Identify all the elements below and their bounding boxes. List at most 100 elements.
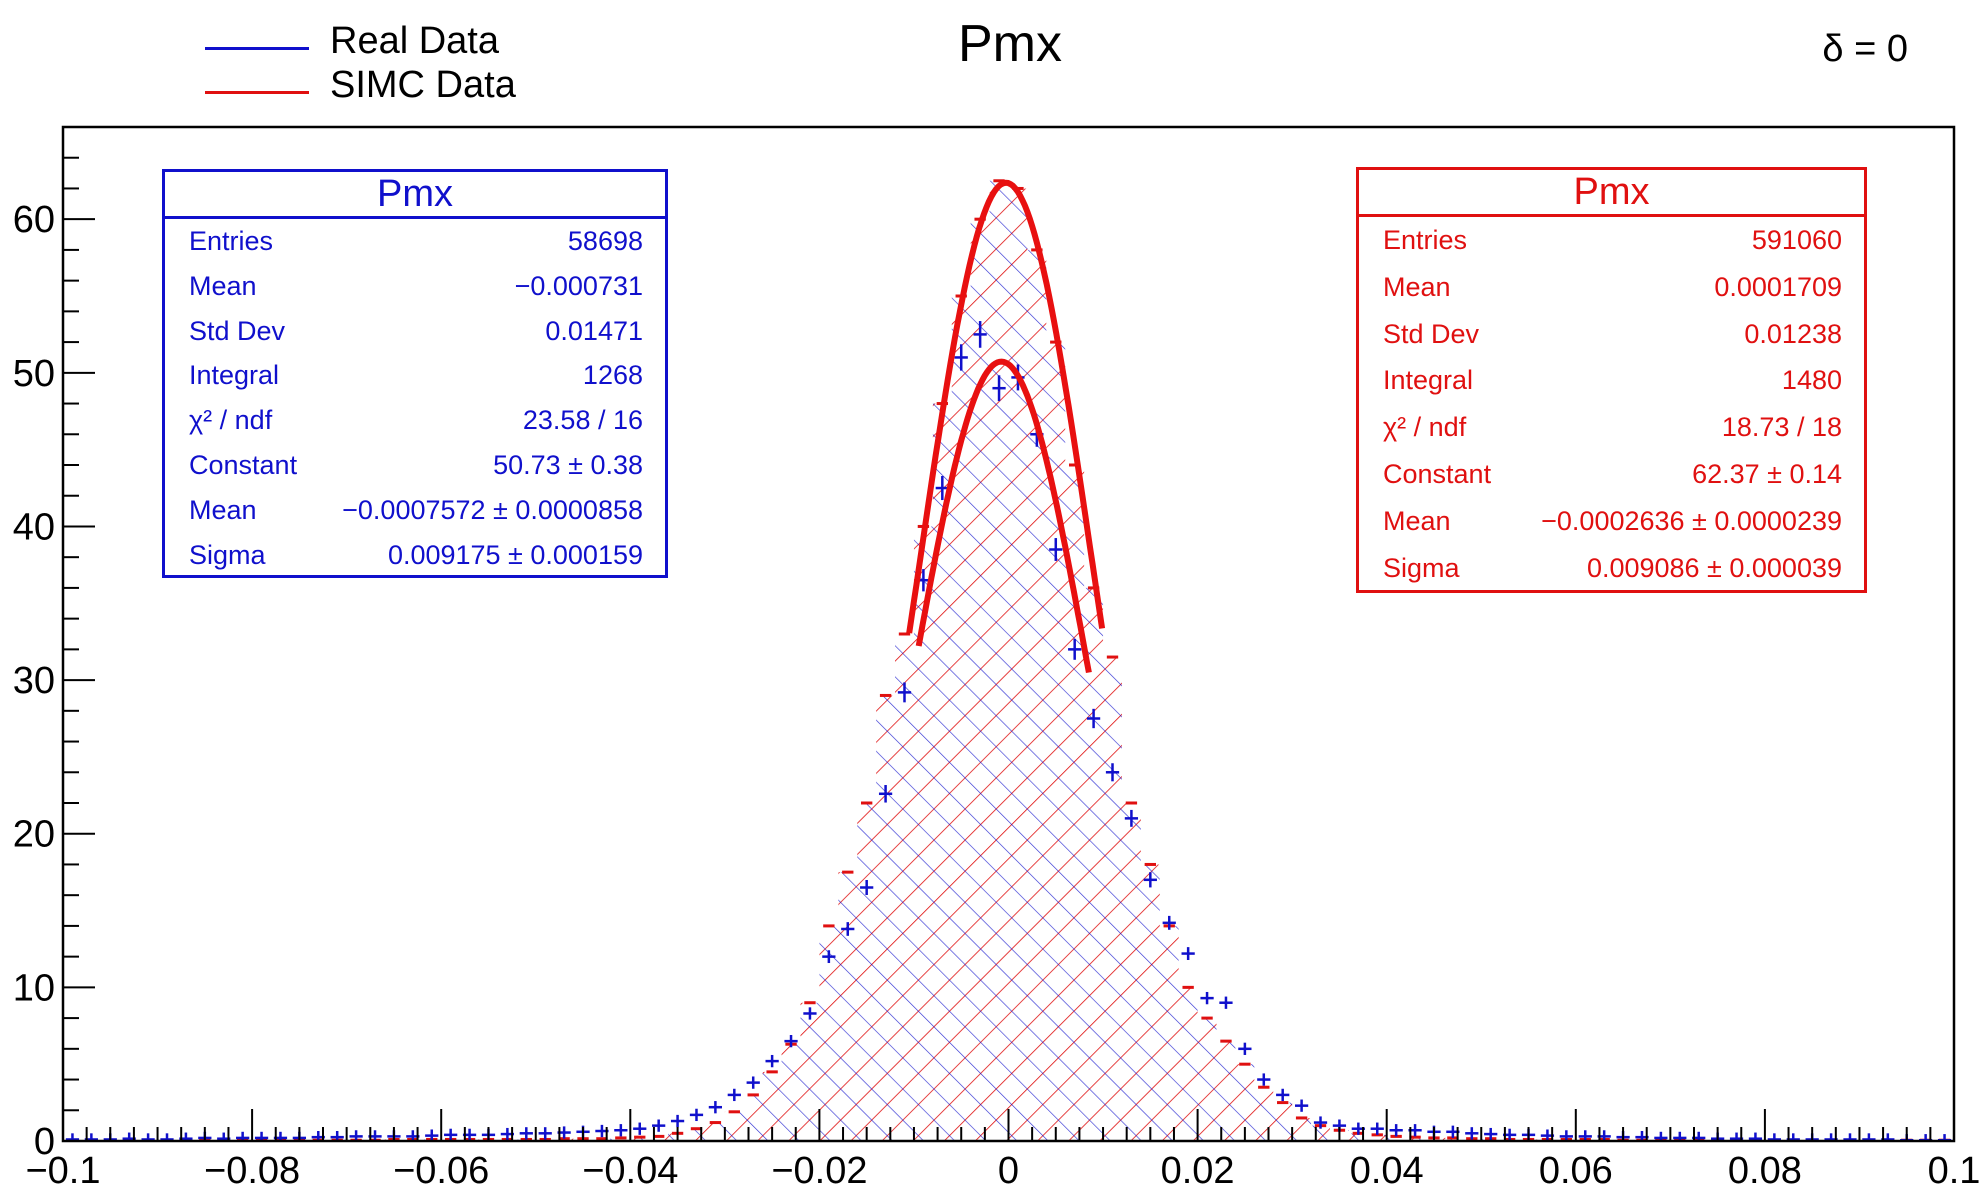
stats-row: Mean 0.0001709 — [1359, 264, 1864, 311]
real-point — [1313, 1116, 1328, 1129]
stats-value: 0.0001709 — [1714, 271, 1842, 302]
real-point — [670, 1114, 685, 1128]
stats-label: Mean — [189, 494, 257, 525]
real-point — [708, 1101, 723, 1114]
real-point — [1257, 1073, 1271, 1086]
real-point — [689, 1108, 704, 1122]
stats-row: Sigma 0.009175 ± 0.000159 — [165, 533, 665, 578]
stats-label: Mean — [1383, 505, 1451, 536]
x-tick-label: 0.1 — [1928, 1150, 1981, 1189]
simc-fit-curve — [906, 179, 1106, 634]
real-point — [141, 1133, 155, 1141]
x-tick-label: −0.06 — [393, 1150, 489, 1189]
real-point — [1767, 1133, 1781, 1141]
real-point — [897, 682, 912, 703]
stats-label: Sigma — [1383, 552, 1460, 583]
real-point — [1049, 538, 1063, 561]
real-point — [727, 1088, 741, 1102]
stats-value: 0.009086 ± 0.000039 — [1586, 552, 1842, 583]
stats-label: Integral — [1383, 365, 1474, 396]
real-point — [1862, 1133, 1876, 1141]
real-point — [1238, 1042, 1252, 1055]
y-tick-label: 60 — [13, 199, 55, 241]
real-point — [1181, 947, 1195, 961]
stats-label: Mean — [189, 270, 257, 301]
stats-box-simc: Pmx Entries 591060 Mean 0.0001709 Std Dev 0.0… — [1356, 167, 1867, 593]
x-tick-label: −0.1 — [25, 1150, 100, 1189]
real-point — [765, 1054, 779, 1068]
legend-label-real: Real Data — [330, 20, 499, 62]
stats-row: Sigma 0.009086 ± 0.000039 — [1359, 545, 1864, 592]
stats-row: Std Dev 0.01238 — [1359, 311, 1864, 358]
stats-value: −0.0007572 ± 0.0000858 — [342, 494, 643, 525]
real-point — [1219, 996, 1233, 1009]
real-point — [1673, 1131, 1687, 1141]
stats-label: χ² / ndf — [189, 405, 273, 436]
real-point — [633, 1122, 647, 1135]
real-point — [160, 1133, 174, 1141]
real-point — [330, 1131, 344, 1141]
stats-title-real: Pmx — [165, 172, 665, 219]
real-point — [1484, 1127, 1498, 1141]
x-tick-label: −0.02 — [771, 1150, 867, 1189]
stats-value: 0.01238 — [1744, 318, 1842, 349]
simc-cross-hatch — [63, 180, 1954, 1141]
y-tick-label: 20 — [13, 814, 55, 856]
real-point — [803, 1007, 817, 1020]
stats-value: −0.0002636 ± 0.0000239 — [1541, 505, 1842, 536]
real-point — [1276, 1088, 1290, 1102]
real-point — [1748, 1132, 1763, 1141]
stats-row: Entries 58698 — [165, 219, 665, 264]
stats-row: χ² / ndf 18.73 / 18 — [1359, 404, 1864, 451]
stats-row: Mean −0.0002636 ± 0.0000239 — [1359, 498, 1864, 545]
real-point — [784, 1034, 798, 1048]
stats-label: Std Dev — [1383, 318, 1480, 349]
stats-value: 1268 — [582, 360, 643, 391]
y-tick-label: 40 — [13, 506, 55, 548]
real-point — [1843, 1133, 1857, 1141]
x-tick-label: 0.08 — [1728, 1150, 1802, 1189]
real-point — [822, 950, 836, 964]
real-point — [652, 1119, 666, 1132]
real-fit-curve — [915, 358, 1092, 674]
stats-value: 1480 — [1781, 365, 1842, 396]
stats-label: Mean — [1383, 271, 1451, 302]
real-point — [841, 922, 855, 936]
x-tick-label: 0.04 — [1350, 1150, 1424, 1189]
real-point — [1068, 638, 1082, 660]
stats-label: Entries — [189, 226, 274, 256]
stats-value: 0.009175 ± 0.000159 — [387, 539, 643, 570]
real-point — [538, 1127, 552, 1140]
real-point — [65, 1133, 80, 1141]
stats-label: Entries — [1383, 225, 1468, 255]
stats-rows-real: Entries 58698 Mean −0.000731 Std Dev 0.01471 I… — [165, 219, 665, 577]
real-point — [519, 1127, 533, 1140]
stats-value: 18.73 / 18 — [1721, 412, 1842, 443]
real-point — [860, 880, 874, 895]
real-point — [1124, 809, 1139, 827]
legend-line-real — [205, 47, 309, 50]
stats-label: Sigma — [189, 539, 266, 570]
stats-row: Integral 1268 — [165, 353, 665, 398]
stats-value: 591060 — [1751, 225, 1842, 255]
stats-value: 0.01471 — [545, 315, 643, 346]
x-tick-label: 0 — [998, 1150, 1019, 1189]
y-tick-label: 50 — [13, 353, 55, 395]
stats-value: 23.58 / 16 — [522, 405, 643, 436]
real-point — [1162, 915, 1176, 930]
x-tick-label: −0.08 — [204, 1150, 300, 1189]
stats-rows-simc: Entries 591060 Mean 0.0001709 Std Dev 0.01238… — [1359, 217, 1864, 591]
stats-label: Integral — [189, 360, 280, 391]
real-point — [614, 1124, 628, 1137]
real-point — [1086, 708, 1101, 729]
stats-row: Std Dev 0.01471 — [165, 309, 665, 354]
real-point — [444, 1128, 458, 1141]
real-point — [992, 375, 1006, 402]
x-tick-label: 0.02 — [1161, 1150, 1235, 1189]
real-point — [878, 785, 893, 803]
stats-row: χ² / ndf 23.58 / 16 — [165, 398, 665, 443]
real-point — [1370, 1122, 1384, 1135]
chart-title: Pmx — [958, 15, 1062, 73]
y-tick-label: 0 — [34, 1121, 55, 1163]
